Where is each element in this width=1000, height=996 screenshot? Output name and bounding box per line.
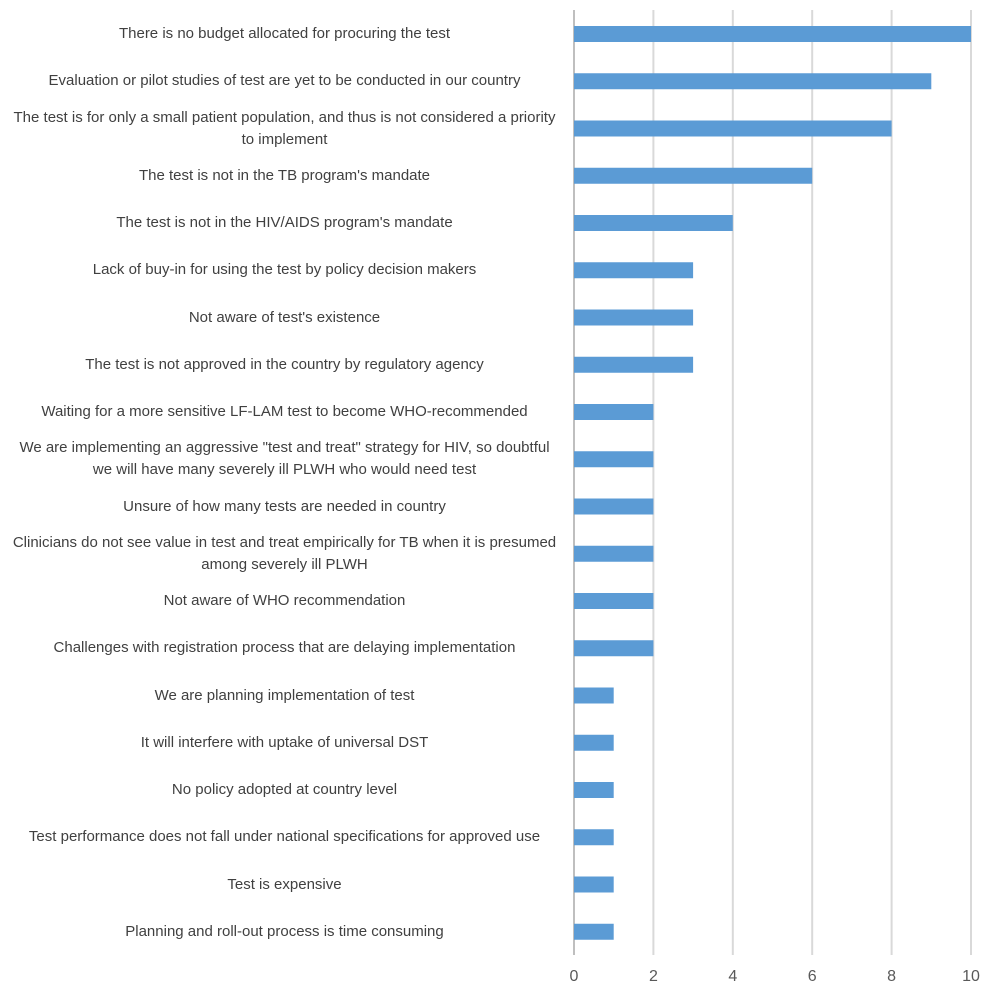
- x-tick-label-2: 2: [648, 968, 658, 985]
- x-tick-label-6: 6: [807, 968, 817, 985]
- x-tick-label-0: 0: [569, 968, 579, 985]
- category-label-10: We are implementing an aggressive "test …: [19, 439, 550, 479]
- bars: [574, 26, 971, 940]
- bar-10: [574, 451, 654, 468]
- category-label-14: Challenges with registration process tha…: [53, 639, 516, 657]
- bar-11: [574, 498, 654, 515]
- x-tick-label-8: 8: [887, 968, 897, 985]
- bar-12: [574, 545, 654, 562]
- bar-6: [574, 262, 694, 279]
- bar-19: [574, 876, 614, 893]
- category-label-3: The test is for only a small patient pop…: [13, 108, 556, 148]
- bar-18: [574, 829, 614, 846]
- bar-9: [574, 404, 654, 420]
- bar-15: [574, 687, 614, 704]
- category-label-1: There is no budget allocated for procuri…: [118, 25, 451, 42]
- bar-5: [574, 215, 733, 231]
- category-label-7: Not aware of test's existence: [188, 308, 381, 326]
- bar-8: [574, 356, 694, 373]
- bar-4: [574, 167, 813, 184]
- bar-16: [574, 734, 614, 751]
- category-label-2: Evaluation or pilot studies of test are …: [48, 72, 521, 90]
- category-label-20: Planning and roll-out process is time co…: [125, 922, 444, 940]
- category-label-8: The test is not approved in the country …: [85, 355, 484, 373]
- category-label-12: Clinicians do not see value in test and …: [12, 533, 557, 573]
- bar-13: [574, 593, 654, 609]
- category-label-5: The test is not in the HIV/AIDS program'…: [116, 214, 453, 231]
- category-label-13: Not aware of WHO recommendation: [163, 592, 406, 609]
- category-label-15: We are planning implementation of test: [154, 686, 415, 704]
- x-tick-label-10: 10: [962, 968, 980, 985]
- category-label-16: It will interfere with uptake of univers…: [140, 733, 429, 751]
- bar-17: [574, 782, 614, 798]
- category-label-6: Lack of buy-in for using the test by pol…: [92, 261, 477, 279]
- bar-3: [574, 120, 892, 137]
- category-label-4: The test is not in the TB program's mand…: [138, 166, 431, 184]
- category-label-9: Waiting for a more sensitive LF-LAM test…: [41, 403, 528, 420]
- x-tick-label-4: 4: [728, 968, 738, 985]
- bar-2: [574, 73, 932, 90]
- category-label-19: Test is expensive: [227, 875, 342, 893]
- category-label-17: No policy adopted at country level: [171, 781, 398, 798]
- category-label-18: Test performance does not fall under nat…: [28, 828, 541, 846]
- bar-14: [574, 640, 654, 657]
- gridlines: [573, 10, 972, 955]
- bar-20: [574, 923, 614, 940]
- bar-1: [574, 26, 971, 42]
- category-label-11: Unsure of how many tests are needed in c…: [123, 497, 446, 515]
- bar-7: [574, 309, 694, 326]
